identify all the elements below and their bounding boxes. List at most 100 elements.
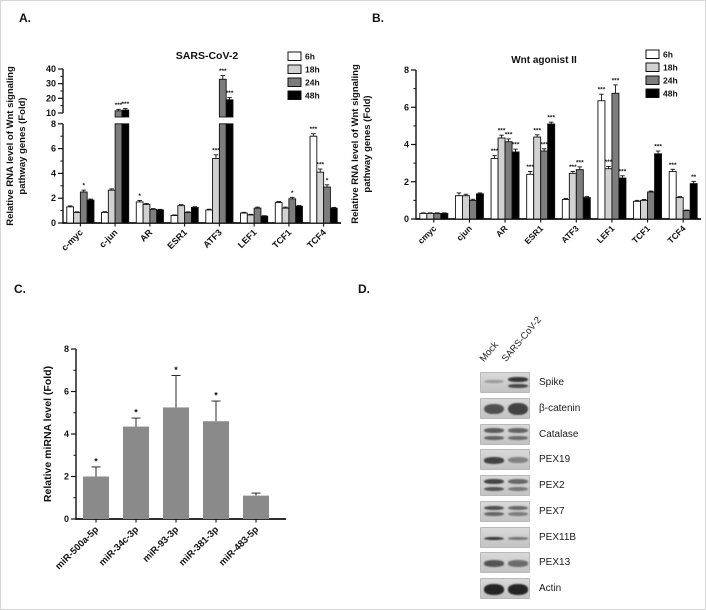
blot-band: [484, 486, 504, 492]
panel-b-letter: B.: [372, 11, 384, 25]
bar-miR-483-5p: [243, 495, 269, 519]
significance-label: ***: [619, 168, 627, 175]
y-tick-label: 6: [51, 144, 56, 154]
blot-row-label: Actin: [539, 583, 562, 594]
bar-miR-381-3p: [203, 421, 229, 519]
significance-label: ***: [654, 144, 662, 151]
y-tick-label: 0: [404, 214, 409, 224]
y-tick-label: 8: [64, 344, 69, 354]
blot-Actin: [480, 578, 530, 599]
lane-label-mock: Mock: [477, 339, 501, 365]
y-tick-label: 8: [51, 119, 56, 129]
blot-row-label: PEX7: [539, 506, 565, 517]
chart-title-A: SARS-CoV-2: [176, 50, 239, 62]
y-tick-label: 2: [404, 177, 409, 187]
y-tick-label: 4: [404, 140, 409, 150]
significance-label: **: [691, 174, 697, 181]
y-axis-label: Relative miRNA level (Fold): [42, 366, 54, 502]
blot-PEX7: [480, 501, 530, 522]
bar-miR-34c-3p: [123, 426, 149, 519]
significance-label: ***: [226, 90, 234, 97]
significance-label: *: [134, 408, 138, 418]
y-tick-label: 10: [46, 108, 56, 118]
chart-title-B: Wnt agonist II: [511, 55, 577, 66]
significance-label: ***: [505, 131, 513, 138]
blot-band: [508, 402, 528, 416]
significance-label: ***: [576, 159, 584, 166]
legend-label-6h: 6h: [663, 50, 673, 60]
blot-band: [508, 584, 528, 595]
significance-label: ***: [547, 115, 555, 122]
blot-row-label: Spike: [539, 377, 565, 388]
blot-band: [484, 379, 504, 384]
blot-band: [484, 536, 504, 541]
blot-Spike: [480, 372, 530, 393]
blot-Catalase: [480, 424, 530, 445]
blot-PEX13: [480, 552, 530, 573]
blot-row-label: PEX13: [539, 557, 571, 568]
blot-band: [508, 435, 528, 440]
significance-label: ***: [212, 147, 220, 154]
significance-label: *: [326, 177, 329, 184]
blot-PEX11B: [480, 527, 530, 548]
blot-row-label: PEX2: [539, 480, 565, 491]
blot-row-label: Catalase: [539, 429, 579, 440]
y-tick-label: 30: [46, 79, 56, 89]
bar-miR-500a-5p: [83, 476, 109, 519]
blot-band: [484, 512, 504, 517]
y-axis-label: Relative RNA level of Wnt signaling: [5, 66, 16, 226]
blot-band: [484, 403, 504, 415]
legend-label-24h: 24h: [305, 78, 320, 88]
legend-label-24h: 24h: [663, 76, 678, 86]
significance-label: *: [94, 456, 98, 466]
blot-band: [508, 383, 528, 388]
blot-β-catenin: [480, 398, 530, 419]
significance-label: ***: [605, 159, 613, 166]
significance-label: ***: [512, 142, 520, 149]
significance-label: ***: [316, 162, 324, 169]
y-tick-label: 2: [51, 193, 56, 203]
y-tick-label: 8: [404, 65, 409, 75]
y-tick-label: 20: [46, 93, 56, 103]
blot-row-label: β-catenin: [539, 403, 581, 414]
legend-label-18h: 18h: [305, 65, 320, 75]
legend-swatch-24h: [645, 75, 660, 85]
y-tick-label: 40: [46, 64, 56, 74]
y-axis-label: Relative RNA level of Wnt signaling: [350, 64, 361, 224]
panel-c-letter: C.: [14, 282, 26, 296]
significance-label: ***: [219, 68, 227, 75]
blot-band: [508, 505, 528, 511]
blot-row-label: PEX11B: [539, 532, 577, 543]
blot-band: [508, 457, 528, 464]
y-axis-label: pathway genes (Fold): [362, 95, 373, 192]
blot-PEX2: [480, 475, 530, 496]
blot-band: [484, 560, 504, 567]
significance-label: ***: [569, 164, 577, 171]
blot-band: [484, 457, 504, 464]
y-tick-label: 4: [64, 429, 69, 439]
blot-band: [484, 428, 504, 433]
blot-band: [508, 486, 528, 492]
significance-label: ***: [540, 141, 548, 148]
legend-swatch-6h: [287, 51, 302, 61]
bar-c-jun-48h: [121, 123, 130, 224]
significance-label: *: [138, 193, 141, 200]
blot-PEX19: [480, 449, 530, 470]
significance-label: *: [174, 365, 178, 375]
blot-band: [484, 478, 504, 484]
legend-swatch-48h: [645, 88, 660, 98]
significance-label: *: [83, 183, 86, 190]
blot-band: [484, 584, 504, 595]
significance-label: ***: [498, 128, 506, 135]
legend-swatch-6h: [645, 49, 660, 59]
bar-miR-93-3p: [163, 407, 189, 519]
significance-label: ***: [669, 162, 677, 169]
blot-band: [508, 512, 528, 517]
legend-swatch-18h: [645, 62, 660, 72]
panel-d-letter: D.: [358, 282, 370, 296]
legend-label-48h: 48h: [663, 89, 678, 99]
blot-band: [484, 505, 504, 511]
y-axis-label: pathway genes (Fold): [17, 97, 28, 194]
